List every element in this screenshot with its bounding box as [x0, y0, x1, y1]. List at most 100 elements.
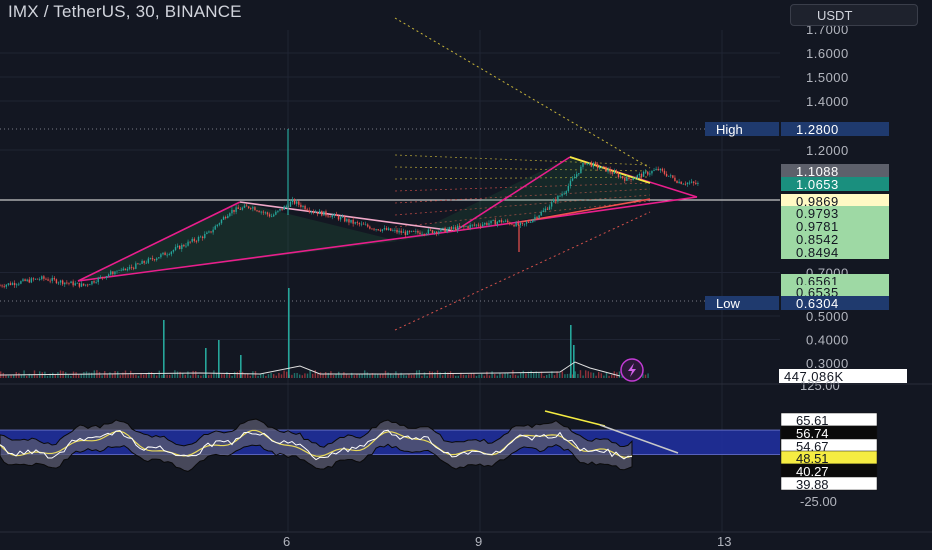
candle-body: [172, 249, 175, 252]
candle-body: [327, 215, 329, 217]
candle-body: [87, 284, 89, 286]
candle-body: [114, 271, 116, 275]
volume-bar: [358, 373, 361, 378]
price-label: 1.0653: [796, 177, 839, 192]
volume-bar: [317, 373, 319, 378]
volume-bar: [158, 370, 160, 378]
volume-bar: [579, 370, 582, 378]
candle-body: [360, 223, 363, 225]
candle-body: [266, 212, 269, 215]
candle-body: [201, 236, 204, 238]
candle-body: [642, 171, 645, 177]
volume-bar: [148, 372, 150, 378]
candle-body: [45, 278, 47, 280]
candle-body: [133, 267, 135, 269]
candle-body: [534, 217, 536, 220]
volume-bar: [496, 375, 498, 378]
volume-bar: [465, 375, 467, 378]
volume-bar: [106, 374, 108, 378]
candle-body: [672, 175, 674, 178]
time-tick-label: 6: [283, 534, 290, 549]
candle-body: [187, 241, 189, 246]
candle-body: [120, 269, 122, 271]
candle-body: [502, 221, 505, 223]
candle-body: [421, 233, 423, 235]
volume-bar: [338, 371, 340, 378]
candle-body: [135, 263, 137, 269]
volume-bar: [52, 372, 54, 378]
volume-bar: [192, 370, 194, 378]
rsi-trend-line: [599, 424, 679, 454]
candle-body: [515, 222, 517, 227]
candle-body: [283, 206, 285, 210]
price-tick-label: 0.5000: [806, 309, 849, 324]
candle-body: [688, 182, 691, 184]
candle-body: [61, 280, 64, 285]
volume-bar: [78, 374, 80, 378]
volume-bar: [548, 373, 550, 378]
candle-body: [153, 259, 156, 261]
candle-body: [628, 177, 630, 179]
volume-spike: [240, 355, 242, 378]
volume-bar: [179, 371, 181, 378]
candle-body: [450, 227, 453, 229]
currency-button[interactable]: USDT: [790, 4, 918, 26]
candle-body: [7, 283, 10, 285]
candle-body: [237, 207, 239, 209]
volume-bar: [275, 375, 277, 378]
candle-body: [344, 216, 346, 222]
volume-bar: [10, 375, 12, 378]
candle-body: [527, 222, 530, 223]
volume-bar: [46, 375, 49, 378]
candle-body: [387, 228, 390, 231]
candle-body: [607, 169, 609, 172]
candle-body: [519, 223, 521, 226]
volume-bar: [413, 374, 415, 378]
volume-bar: [478, 374, 480, 378]
candle-body: [335, 213, 338, 217]
candle-body: [245, 205, 248, 207]
volume-bar: [98, 372, 101, 378]
volume-bar: [122, 372, 124, 378]
candle-body: [68, 282, 70, 284]
volume-bar: [296, 372, 298, 378]
candle-body: [170, 251, 173, 255]
candle-body: [354, 222, 356, 224]
candle-body: [139, 263, 141, 265]
volume-bar: [514, 374, 517, 378]
candle-body: [325, 211, 327, 216]
volume-bar: [405, 375, 407, 378]
candle-body: [463, 226, 465, 227]
candle-body: [124, 268, 127, 271]
candle-body: [356, 222, 359, 224]
candle-body: [567, 185, 570, 192]
volume-bar: [429, 371, 431, 378]
volume-bar: [140, 372, 142, 378]
candle-body: [693, 181, 695, 183]
candle-body: [538, 215, 540, 219]
candle-body: [557, 195, 559, 202]
candle-body: [605, 166, 607, 172]
pattern-line: [454, 156, 571, 232]
candle-body: [51, 277, 53, 281]
candle-body: [9, 283, 12, 285]
volume-bar: [54, 374, 56, 378]
candle-body: [329, 216, 331, 218]
volume-bar: [247, 373, 249, 378]
candle-body: [670, 175, 672, 177]
candle-body: [176, 245, 179, 248]
candle-body: [415, 230, 417, 232]
volume-bar: [202, 374, 205, 378]
volume-bar: [491, 371, 493, 378]
volume-bar: [314, 370, 316, 378]
volume-bar: [83, 372, 85, 378]
volume-bar: [361, 374, 363, 378]
rsi-line: [0, 429, 633, 461]
volume-bar: [91, 372, 93, 378]
volume-bar: [278, 372, 280, 378]
volume-bar: [574, 371, 576, 378]
volume-bar: [566, 373, 569, 378]
candle-body: [174, 247, 177, 250]
candle-body: [550, 202, 553, 207]
